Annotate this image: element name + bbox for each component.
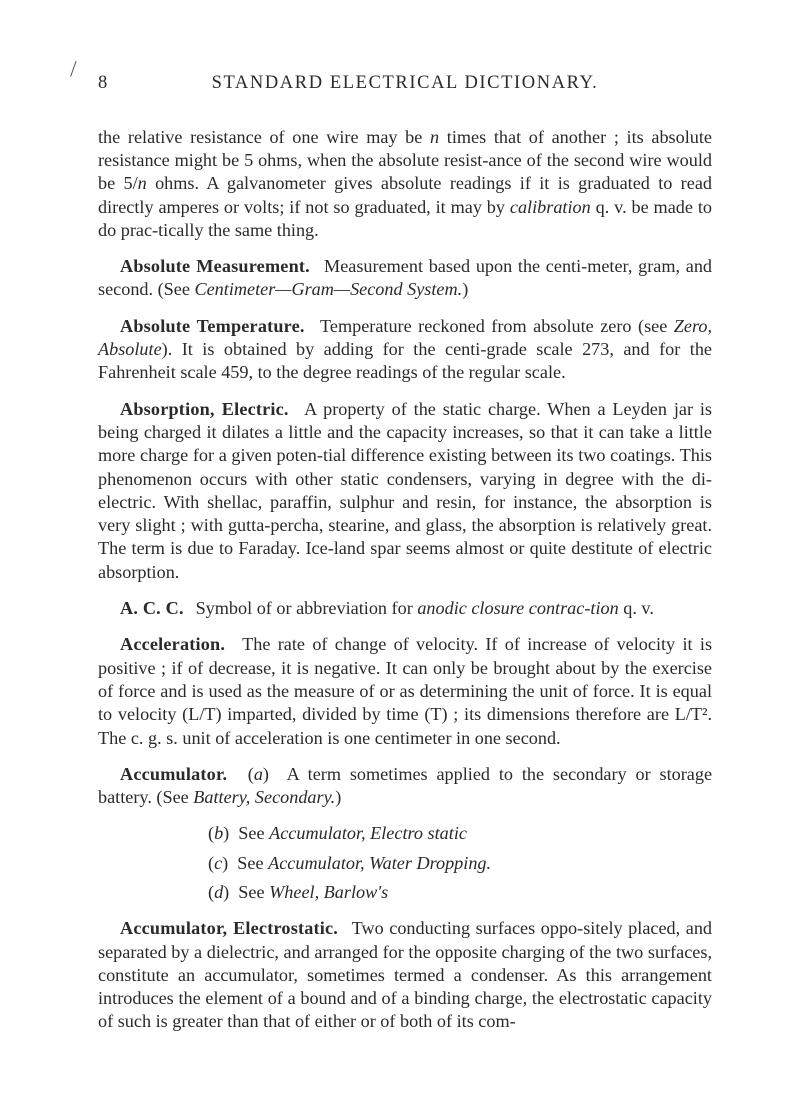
entry-head: Absolute Measurement. (120, 256, 310, 276)
entry-acceleration: Acceleration. The rate of change of velo… (98, 633, 712, 749)
paragraph-continuation: the relative resistance of one wire may … (98, 126, 712, 242)
entry-absolute-temperature: Absolute Temperature. Temperature reckon… (98, 315, 712, 385)
entry-head: Accumulator. (120, 764, 227, 784)
page-number: 8 (98, 72, 124, 96)
page: 8 STANDARD ELECTRICAL DICTIONARY. the re… (0, 0, 800, 1114)
entry-absorption-electric: Absorption, Electric. A property of the … (98, 398, 712, 584)
subentry-b: (b) See Accumulator, Electro static (98, 822, 712, 845)
entry-acc-abbrev: A. C. C. Symbol of or abbreviation for a… (98, 597, 712, 620)
running-title: STANDARD ELECTRICAL DICTIONARY. (124, 72, 686, 96)
entry-head: Absorption, Electric. (120, 399, 289, 419)
entry-head: Accumulator, Electrostatic. (120, 918, 338, 938)
subentry-c: (c) See Accumulator, Water Dropping. (98, 852, 712, 875)
running-header: 8 STANDARD ELECTRICAL DICTIONARY. (98, 72, 712, 96)
subentry-d: (d) See Wheel, Barlow's (98, 881, 712, 904)
entry-accumulator-electrostatic: Accumulator, Electrostatic. Two conducti… (98, 917, 712, 1033)
entry-body: A property of the static charge. When a … (98, 399, 712, 582)
entry-head: Acceleration. (120, 634, 225, 654)
entry-head: Absolute Temperature. (120, 316, 305, 336)
entry-head: A. C. C. (120, 598, 184, 618)
entry-accumulator: Accumulator. (a) A term sometimes applie… (98, 763, 712, 810)
entry-absolute-measurement: Absolute Measurement. Measurement based … (98, 255, 712, 302)
entry-body: Symbol of or abbreviation for anodic clo… (196, 598, 654, 618)
